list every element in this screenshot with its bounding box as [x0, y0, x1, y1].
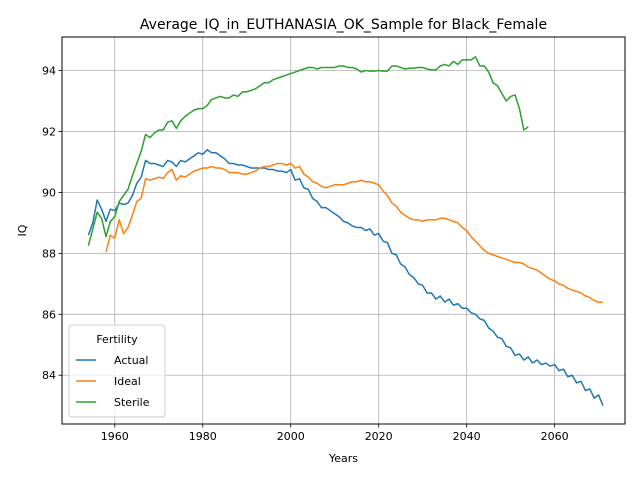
x-tick-label: 2060 [541, 430, 569, 443]
plot-frame [61, 36, 626, 425]
legend-label-sterile: Sterile [114, 396, 150, 409]
y-axis-label: IQ [16, 224, 29, 236]
legend-box [68, 324, 166, 418]
y-tick-label: 90 [42, 186, 56, 199]
gridlines [62, 37, 625, 424]
axes: 1960 1980 2000 2020 2040 2060 84 86 88 90 92 94 [42, 65, 569, 443]
x-tick-label: 1980 [189, 430, 217, 443]
x-tick-label: 1960 [101, 430, 129, 443]
series-line-sterile [87, 56, 529, 246]
x-tick-label: 2020 [365, 430, 393, 443]
series-line-ideal [105, 162, 604, 303]
x-tick-label: 2040 [453, 430, 481, 443]
legend-title: Fertility [96, 333, 138, 346]
legend-label-actual: Actual [114, 354, 148, 367]
chart-title: Average_IQ_in_EUTHANASIA_OK_Sample for B… [140, 17, 547, 33]
y-tick-label: 88 [42, 247, 56, 260]
x-tick-label: 2000 [277, 430, 305, 443]
y-tick-label: 84 [42, 369, 56, 382]
legend: Fertility Actual Ideal Sterile [68, 324, 166, 418]
x-axis-label: Years [328, 452, 358, 465]
y-tick-label: 86 [42, 308, 56, 321]
series-lines [87, 56, 604, 407]
legend-label-ideal: Ideal [114, 375, 141, 388]
y-tick-label: 94 [42, 65, 56, 78]
series-line-actual [87, 149, 604, 407]
y-tick-label: 92 [42, 125, 56, 138]
